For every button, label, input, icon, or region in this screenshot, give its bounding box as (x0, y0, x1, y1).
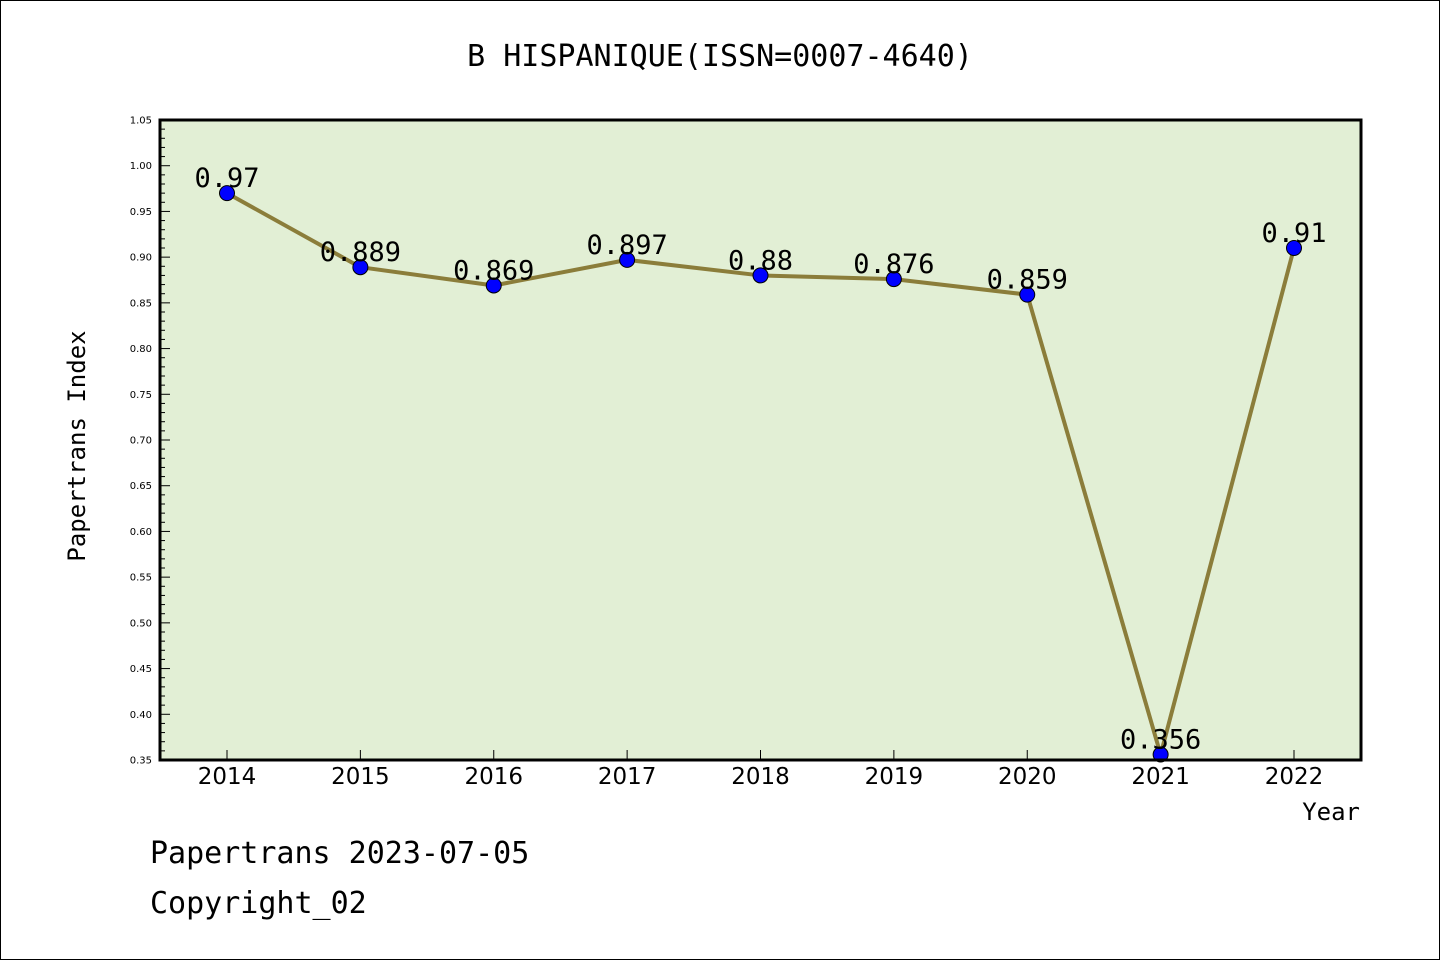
y-tick-label: 0.55 (130, 573, 152, 584)
x-tick-label: 2016 (464, 764, 523, 790)
y-tick-label: 0.40 (130, 710, 152, 721)
x-tick-label: 2022 (1265, 764, 1324, 790)
y-tick-label: 0.85 (130, 298, 152, 309)
y-tick-label: 0.45 (130, 664, 152, 675)
data-point (619, 251, 636, 268)
data-point (352, 259, 369, 276)
x-tick-label: 2020 (998, 764, 1057, 790)
data-label: 0.876 (853, 249, 934, 280)
data-label: 0.356 (1120, 725, 1201, 756)
plot-border (158, 118, 1363, 762)
y-tick-label: 1.05 (130, 116, 152, 127)
data-point (1019, 286, 1036, 303)
x-tick-label: 2019 (865, 764, 924, 790)
x-tick-label: 2014 (198, 764, 257, 790)
data-label: 0.859 (987, 265, 1068, 296)
y-tick-label: 0.80 (130, 344, 152, 355)
y-tick-label: 0.90 (130, 253, 152, 264)
data-point (1152, 746, 1169, 763)
data-point (219, 185, 235, 202)
x-tick-label: 2015 (331, 764, 390, 790)
footer-date-line: Papertrans 2023-07-05 (150, 836, 530, 871)
y-tick-label: 0.75 (130, 390, 152, 401)
y-tick-label: 0.60 (130, 527, 152, 538)
data-point (485, 277, 502, 294)
x-tick-label: 2017 (598, 764, 657, 790)
data-point (885, 271, 902, 288)
data-label: 0.91 (1261, 218, 1326, 249)
y-tick-label: 1.00 (130, 161, 152, 172)
chart-title: B HISPANIQUE(ISSN=0007-4640) (467, 39, 973, 74)
data-label: 0.869 (453, 255, 534, 286)
data-label: 0.897 (586, 230, 667, 261)
data-label: 0.889 (320, 237, 401, 268)
data-label: 0.88 (728, 245, 793, 276)
x-tick-label: 2018 (731, 764, 790, 790)
y-axis-label: Papertrans Index (63, 330, 91, 561)
x-axis-label: Year (1302, 798, 1360, 826)
footer-copyright: Copyright_02 (150, 886, 367, 921)
y-tick-label: 0.65 (130, 481, 152, 492)
x-tick-label: 2021 (1131, 764, 1190, 790)
y-tick-label: 0.70 (130, 436, 152, 447)
data-label: 0.97 (194, 163, 259, 194)
y-tick-label: 0.50 (130, 618, 152, 629)
y-tick-label: 0.95 (130, 207, 152, 218)
plot-area (160, 120, 1361, 760)
y-tick-label: 0.35 (130, 756, 152, 767)
data-point (752, 267, 769, 284)
data-point (1286, 240, 1302, 256)
